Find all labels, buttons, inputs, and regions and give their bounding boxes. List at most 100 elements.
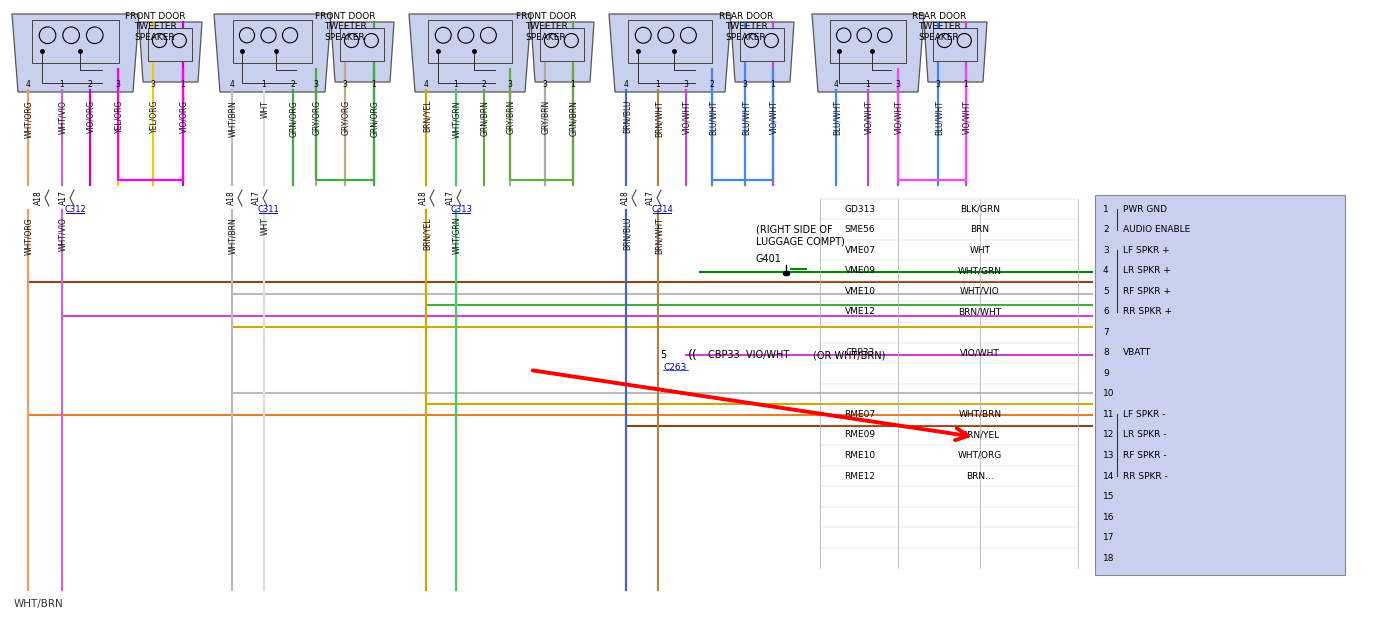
Polygon shape xyxy=(629,20,712,63)
Text: A18: A18 xyxy=(228,191,236,206)
Text: 1: 1 xyxy=(454,80,458,89)
Text: VBATT: VBATT xyxy=(1123,348,1151,357)
Text: 8: 8 xyxy=(1103,348,1109,357)
Polygon shape xyxy=(331,22,394,82)
Text: (OR WHT/BRN): (OR WHT/BRN) xyxy=(814,350,885,360)
Text: WHT/ORG: WHT/ORG xyxy=(958,451,1003,460)
Text: VIO/WHT: VIO/WHT xyxy=(960,348,1000,357)
Text: BLK/GRN: BLK/GRN xyxy=(960,204,1000,214)
Text: 14: 14 xyxy=(1103,471,1114,481)
Text: AUDIO ENABLE: AUDIO ENABLE xyxy=(1123,225,1190,234)
Text: VME07: VME07 xyxy=(844,245,876,255)
Text: G401: G401 xyxy=(756,254,782,264)
Text: WHT/VIO: WHT/VIO xyxy=(58,100,68,134)
Text: FRONT DOOR
TWEETER
SPEAKER: FRONT DOOR TWEETER SPEAKER xyxy=(124,12,185,42)
Text: RME07: RME07 xyxy=(844,410,876,419)
Polygon shape xyxy=(12,14,139,92)
Polygon shape xyxy=(541,28,585,61)
Text: BRN/BLU: BRN/BLU xyxy=(622,100,632,134)
Text: YEL/ORG: YEL/ORG xyxy=(149,100,159,134)
Text: GRN/BRN: GRN/BRN xyxy=(480,100,490,136)
Text: PWR GND: PWR GND xyxy=(1123,204,1167,214)
Text: 3: 3 xyxy=(542,80,547,89)
Text: 2: 2 xyxy=(291,80,295,89)
Text: BRN/YEL: BRN/YEL xyxy=(422,217,432,250)
Text: RF SPKR +: RF SPKR + xyxy=(1123,287,1171,296)
Text: C263: C263 xyxy=(663,363,687,371)
Text: VIO/WHT: VIO/WHT xyxy=(895,100,903,134)
Text: RR SPKR -: RR SPKR - xyxy=(1123,471,1168,481)
Text: 1: 1 xyxy=(571,80,575,89)
Text: 4: 4 xyxy=(623,80,629,89)
Text: LR SPKR -: LR SPKR - xyxy=(1123,430,1167,440)
Polygon shape xyxy=(341,28,385,61)
Polygon shape xyxy=(531,22,594,82)
Text: WHT/BRN: WHT/BRN xyxy=(229,217,237,254)
Text: (RIGHT SIDE OF
LUGGAGE COMPT): (RIGHT SIDE OF LUGGAGE COMPT) xyxy=(756,225,845,247)
Text: BRN/YEL: BRN/YEL xyxy=(961,430,998,440)
Text: GRY/BRN: GRY/BRN xyxy=(506,100,516,134)
Text: WHT: WHT xyxy=(261,100,269,118)
Text: FRONT DOOR
TWEETER
SPEAKER: FRONT DOOR TWEETER SPEAKER xyxy=(314,12,375,42)
Text: BRN/WHT: BRN/WHT xyxy=(655,100,663,137)
Text: A17: A17 xyxy=(252,191,261,206)
Text: ((: (( xyxy=(688,348,698,361)
Text: WHT/GRN: WHT/GRN xyxy=(452,217,462,255)
Text: 4: 4 xyxy=(833,80,838,89)
Polygon shape xyxy=(139,22,201,82)
Text: A18: A18 xyxy=(621,191,630,206)
Bar xyxy=(1095,195,1345,575)
Text: BRN/WHT: BRN/WHT xyxy=(958,307,1001,316)
Polygon shape xyxy=(731,22,794,82)
Text: VME12: VME12 xyxy=(844,307,876,316)
Text: RME10: RME10 xyxy=(844,451,876,460)
Text: REAR DOOR
TWEETER
SPEAKER: REAR DOOR TWEETER SPEAKER xyxy=(718,12,774,42)
Text: RF SPKR -: RF SPKR - xyxy=(1123,451,1167,460)
Text: BRN/BLU: BRN/BLU xyxy=(622,217,632,250)
Text: 4: 4 xyxy=(26,80,30,89)
Text: 2: 2 xyxy=(481,80,487,89)
Text: 2: 2 xyxy=(1103,225,1109,234)
Text: GRN/ORG: GRN/ORG xyxy=(290,100,298,137)
Text: 1: 1 xyxy=(1103,204,1109,214)
Text: WHT: WHT xyxy=(261,217,269,235)
Text: GRY/BRN: GRY/BRN xyxy=(542,100,550,134)
Text: WHT/VIO: WHT/VIO xyxy=(960,287,1000,296)
Text: C313: C313 xyxy=(451,204,473,214)
Text: VIO/WHT: VIO/WHT xyxy=(769,100,779,134)
Polygon shape xyxy=(32,20,119,63)
Text: REAR DOOR
TWEETER
SPEAKER: REAR DOOR TWEETER SPEAKER xyxy=(912,12,967,42)
Text: WHT/BRN: WHT/BRN xyxy=(14,599,63,609)
Text: C314: C314 xyxy=(652,204,673,214)
Text: 2: 2 xyxy=(88,80,92,89)
Text: GRY/ORG: GRY/ORG xyxy=(342,100,350,135)
Text: 1: 1 xyxy=(262,80,266,89)
Text: SME56: SME56 xyxy=(845,225,876,234)
Text: 4: 4 xyxy=(1103,266,1109,275)
Text: VIO/WHT: VIO/WHT xyxy=(683,100,691,134)
Text: 3: 3 xyxy=(1103,245,1109,255)
Text: 1: 1 xyxy=(181,80,185,89)
Text: GRN/BRN: GRN/BRN xyxy=(570,100,579,136)
Text: LR SPKR +: LR SPKR + xyxy=(1123,266,1171,275)
Text: VIO/WHT: VIO/WHT xyxy=(963,100,971,134)
Text: 6: 6 xyxy=(1103,307,1109,316)
Text: WHT/ORG: WHT/ORG xyxy=(25,217,33,255)
Text: 5: 5 xyxy=(661,350,666,360)
Text: 2: 2 xyxy=(710,80,714,89)
Text: BRN: BRN xyxy=(971,225,990,234)
Text: WHT/GRN: WHT/GRN xyxy=(452,100,462,137)
Text: A17: A17 xyxy=(445,191,455,206)
Text: 4: 4 xyxy=(423,80,429,89)
Text: RME09: RME09 xyxy=(844,430,876,440)
Text: RR SPKR +: RR SPKR + xyxy=(1123,307,1172,316)
Text: BLU/WHT: BLU/WHT xyxy=(709,100,717,135)
Text: WHT: WHT xyxy=(969,245,990,255)
Text: 3: 3 xyxy=(935,80,940,89)
Text: BRN...: BRN... xyxy=(967,471,994,481)
Text: VME10: VME10 xyxy=(844,287,876,296)
Text: 3: 3 xyxy=(895,80,900,89)
Text: 4: 4 xyxy=(229,80,234,89)
Text: BLU/WHT: BLU/WHT xyxy=(742,100,750,135)
Text: A18: A18 xyxy=(34,191,43,206)
